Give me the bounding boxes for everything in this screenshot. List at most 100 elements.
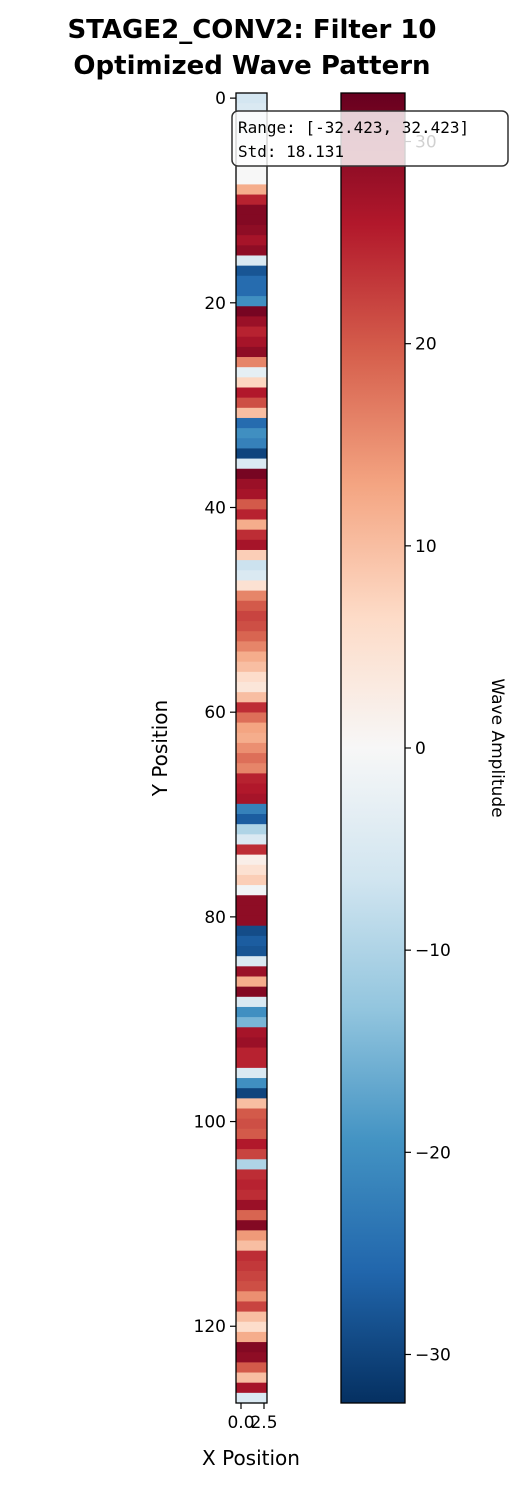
- heatmap-row: [236, 438, 267, 450]
- heatmap-row: [236, 214, 267, 226]
- chart-subtitle: Optimized Wave Pattern: [73, 51, 431, 81]
- colorbar-tick-label: −10: [415, 941, 451, 961]
- heatmap-row: [236, 773, 267, 785]
- heatmap-row: [236, 1199, 267, 1211]
- heatmap-row: [236, 1078, 267, 1089]
- heatmap-row: [236, 1149, 267, 1160]
- heatmap-row: [236, 285, 267, 297]
- heatmap-row: [236, 509, 267, 521]
- heatmap-row: [236, 1250, 267, 1262]
- heatmap-row: [236, 915, 267, 927]
- heatmap-row: [236, 925, 267, 937]
- heatmap-row: [236, 814, 267, 825]
- heatmap-row: [236, 844, 267, 856]
- y-axis-ticks: 0 20 40 60 80 100 120: [194, 89, 236, 1337]
- heatmap-row: [236, 549, 267, 561]
- heatmap-row: [236, 1392, 267, 1404]
- heatmap-row: [236, 854, 267, 866]
- heatmap-row: [236, 184, 267, 196]
- heatmap-row: [236, 763, 267, 774]
- colorbar-tick-label: −30: [415, 1345, 451, 1365]
- heatmap-row: [236, 1291, 267, 1303]
- heatmap-row: [236, 590, 267, 602]
- heatmap-row: [236, 1352, 267, 1363]
- heatmap-row: [236, 417, 267, 429]
- heatmap-row: [236, 834, 267, 846]
- heatmap-row: [236, 1017, 267, 1028]
- heatmap-row: [236, 235, 267, 246]
- colorbar-label: Wave Amplitude: [487, 678, 507, 817]
- heatmap-row: [236, 387, 267, 399]
- heatmap-row: [236, 1372, 267, 1384]
- heatmap-row: [236, 468, 267, 480]
- heatmap-row: [236, 93, 267, 104]
- heatmap-row: [236, 1047, 267, 1059]
- heatmap-row: [236, 661, 267, 673]
- heatmap-row: [236, 245, 267, 257]
- heatmap-row: [236, 1128, 267, 1140]
- heatmap-cells: [236, 93, 267, 1404]
- heatmap-row: [236, 1037, 267, 1049]
- heatmap-row: [236, 946, 267, 957]
- heatmap-row: [236, 103, 267, 114]
- heatmap-row: [236, 1240, 267, 1252]
- heatmap-row: [236, 1108, 267, 1120]
- chart-title: STAGE2_CONV2: Filter 10: [67, 15, 437, 45]
- heatmap-row: [236, 296, 267, 307]
- heatmap-row: [236, 346, 267, 358]
- heatmap-row: [236, 428, 267, 439]
- heatmap-row: [236, 1210, 267, 1221]
- heatmap-row: [236, 702, 267, 714]
- heatmap-row: [236, 225, 267, 236]
- heatmap-row: [236, 1342, 267, 1353]
- heatmap-row: [236, 610, 267, 622]
- colorbar-tick-label: 20: [415, 335, 437, 355]
- heatmap-row: [236, 1321, 267, 1333]
- heatmap-row: [236, 306, 267, 318]
- colorbar-tick-label: −20: [415, 1143, 451, 1163]
- heatmap-row: [236, 570, 267, 582]
- heatmap-row: [236, 448, 267, 460]
- heatmap-row: [236, 275, 267, 287]
- heatmap-row: [236, 905, 267, 917]
- stats-range-text: Range: [-32.423, 32.423]: [238, 118, 469, 137]
- heatmap-row: [236, 1118, 267, 1130]
- heatmap-row: [236, 407, 267, 419]
- heatmap-row: [236, 1230, 267, 1242]
- y-tick-label: 100: [194, 1113, 226, 1133]
- heatmap-row: [236, 1169, 267, 1181]
- heatmap-row: [236, 458, 267, 470]
- heatmap-row: [236, 164, 267, 175]
- heatmap-row: [236, 1270, 267, 1282]
- heatmap-row: [236, 935, 267, 947]
- heatmap-row: [236, 397, 267, 409]
- heatmap-row: [236, 367, 267, 378]
- heatmap-row: [236, 1088, 267, 1099]
- heatmap-row: [236, 996, 267, 1008]
- heatmap-row: [236, 580, 267, 592]
- heatmap-row: [236, 956, 267, 967]
- heatmap-row: [236, 194, 267, 206]
- heatmap-row: [236, 560, 267, 571]
- y-tick-label: 120: [194, 1317, 226, 1337]
- heatmap-row: [236, 753, 267, 764]
- heatmap-row: [236, 1179, 267, 1191]
- heatmap-row: [236, 641, 267, 653]
- heatmap-row: [236, 1382, 267, 1394]
- heatmap-row: [236, 1220, 267, 1231]
- heatmap-row: [236, 783, 267, 795]
- heatmap-row: [236, 255, 267, 267]
- heatmap-row: [236, 864, 267, 876]
- y-tick-label: 20: [204, 294, 226, 314]
- heatmap-row: [236, 326, 267, 338]
- heatmap-row: [236, 651, 267, 663]
- heatmap-row: [236, 621, 267, 632]
- stats-std-text: Std: 18.131: [238, 142, 344, 161]
- y-tick-label: 0: [215, 89, 226, 109]
- heatmap-row: [236, 824, 267, 835]
- heatmap-row: [236, 265, 267, 277]
- heatmap-row: [236, 1159, 267, 1171]
- stats-annotation-box: [231, 110, 509, 167]
- heatmap-row: [236, 1189, 267, 1201]
- heatmap-row: [236, 681, 267, 693]
